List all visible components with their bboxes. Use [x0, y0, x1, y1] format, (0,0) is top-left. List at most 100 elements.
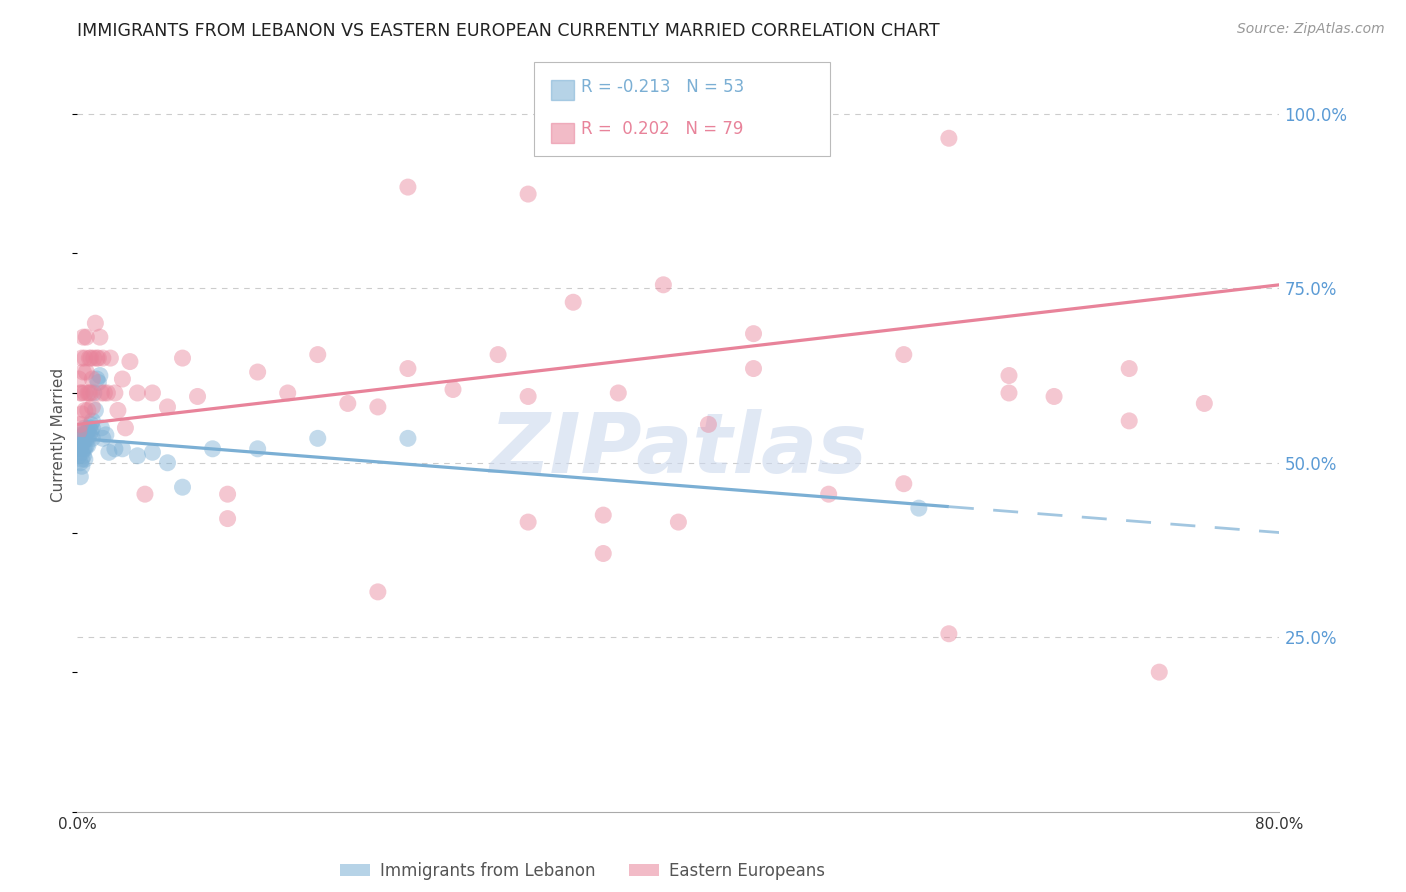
Point [73, 403, 96, 417]
Point [80, 386, 103, 401]
Point [998, 368, 1021, 383]
Point [111, 442, 134, 456]
Point [217, 487, 239, 501]
Point [517, 187, 540, 202]
Point [76, 403, 98, 417]
Point [79, 386, 101, 401]
Point [652, 277, 675, 292]
Point [893, 348, 915, 362]
Point [80, 425, 103, 439]
Point [817, 487, 839, 501]
Point [73, 428, 96, 442]
Point [336, 396, 359, 410]
Point [517, 515, 540, 529]
Point [91, 351, 114, 365]
Point [367, 400, 389, 414]
Point [104, 386, 127, 401]
Point [86, 372, 108, 386]
Point [893, 476, 915, 491]
Point [1118, 414, 1140, 428]
Point [80, 351, 103, 365]
Point [141, 386, 163, 401]
Point [114, 421, 136, 435]
Point [87, 376, 110, 390]
Point [76, 425, 98, 439]
Point [90, 386, 112, 401]
Point [172, 351, 194, 365]
Point [94, 428, 117, 442]
Point [79, 421, 101, 435]
Point [69, 428, 91, 442]
Point [1149, 665, 1171, 680]
Point [367, 585, 389, 599]
Point [82, 372, 104, 386]
Point [75, 438, 97, 452]
Point [73, 351, 96, 365]
Point [76, 386, 98, 401]
Point [76, 438, 98, 452]
Point [1194, 396, 1216, 410]
Point [998, 386, 1021, 401]
Point [76, 431, 98, 445]
Point [104, 442, 127, 456]
Point [82, 431, 104, 445]
Point [72, 442, 94, 456]
Point [73, 442, 96, 456]
Point [80, 417, 103, 432]
Point [742, 326, 765, 341]
Point [217, 511, 239, 525]
Point [69, 442, 91, 456]
Point [100, 351, 122, 365]
Point [486, 348, 509, 362]
Point [69, 456, 91, 470]
Point [172, 480, 194, 494]
Point [127, 386, 149, 401]
Point [79, 351, 101, 365]
Point [73, 386, 96, 401]
Point [307, 348, 329, 362]
Point [75, 330, 97, 344]
Y-axis label: Currently Married: Currently Married [51, 368, 66, 502]
Point [396, 180, 419, 194]
Point [70, 431, 93, 445]
Point [75, 365, 97, 379]
Point [141, 445, 163, 459]
Point [82, 421, 104, 435]
Point [69, 417, 91, 432]
Point [396, 431, 419, 445]
Point [111, 372, 134, 386]
Point [938, 131, 960, 145]
Point [72, 449, 94, 463]
Point [72, 428, 94, 442]
Point [1043, 389, 1066, 403]
Point [107, 403, 129, 417]
Point [79, 428, 101, 442]
Point [73, 421, 96, 435]
Point [93, 386, 115, 401]
Point [84, 403, 107, 417]
Point [396, 361, 419, 376]
Point [89, 368, 111, 383]
Text: Source: ZipAtlas.com: Source: ZipAtlas.com [1237, 22, 1385, 37]
Text: R = -0.213   N = 53: R = -0.213 N = 53 [581, 78, 744, 95]
Point [562, 295, 585, 310]
Point [89, 330, 111, 344]
Point [97, 445, 120, 459]
Point [70, 351, 93, 365]
Point [67, 449, 90, 463]
Point [246, 365, 269, 379]
Point [277, 386, 299, 401]
Point [187, 389, 209, 403]
Point [156, 456, 179, 470]
Point [70, 407, 93, 421]
Point [156, 400, 179, 414]
Point [592, 508, 614, 522]
Point [83, 386, 105, 401]
Point [67, 431, 90, 445]
Point [86, 351, 108, 365]
Point [70, 445, 93, 459]
Point [70, 438, 93, 452]
Point [134, 487, 156, 501]
Point [517, 389, 540, 403]
Point [908, 501, 931, 516]
